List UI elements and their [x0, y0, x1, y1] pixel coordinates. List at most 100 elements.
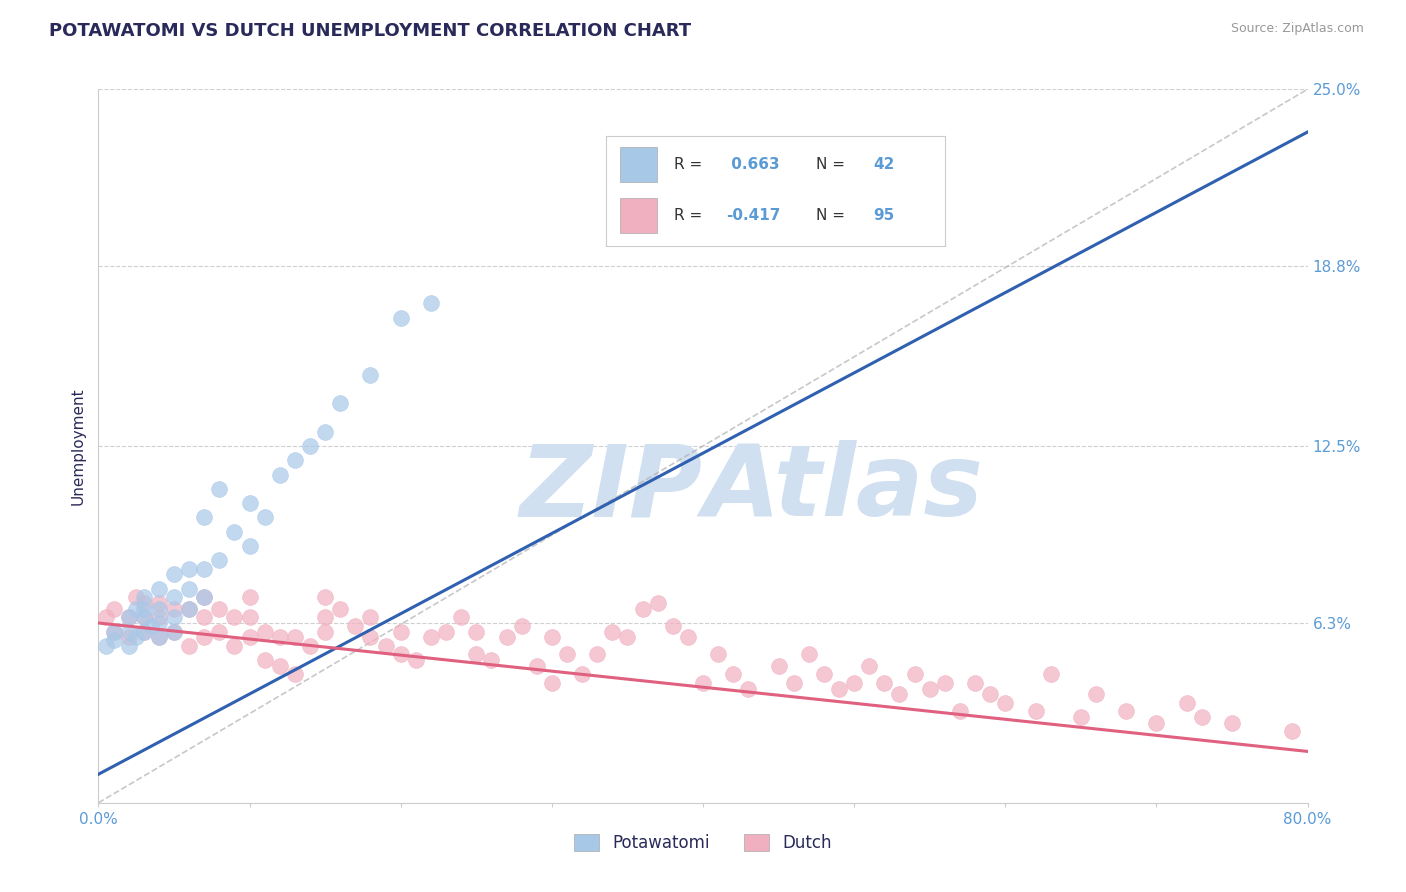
Point [299, 639, 322, 653]
Point [208, 482, 231, 496]
Point [526, 658, 548, 673]
Point [163, 610, 186, 624]
Point [269, 467, 291, 482]
Point [141, 619, 163, 633]
Point [125, 601, 148, 615]
Point [1144, 715, 1167, 730]
Point [299, 439, 322, 453]
Point [179, 582, 201, 596]
Point [148, 630, 170, 644]
Point [314, 425, 336, 439]
Point [224, 524, 246, 539]
Point [103, 601, 125, 615]
Point [269, 630, 291, 644]
Point [1281, 724, 1303, 739]
Point [314, 610, 336, 624]
Point [783, 676, 806, 690]
Point [360, 610, 382, 624]
Point [103, 624, 125, 639]
Point [239, 630, 262, 644]
Point [1220, 715, 1243, 730]
Point [540, 630, 562, 644]
Point [344, 619, 367, 633]
Point [979, 687, 1001, 701]
Point [163, 601, 186, 615]
Point [179, 639, 201, 653]
Point [949, 705, 972, 719]
Point [1085, 687, 1108, 701]
Point [555, 648, 578, 662]
Point [918, 681, 941, 696]
Point [768, 658, 790, 673]
Point [148, 596, 170, 610]
Point [389, 648, 412, 662]
Point [148, 630, 170, 644]
Point [934, 676, 956, 690]
Point [389, 624, 412, 639]
Text: POTAWATOMI VS DUTCH UNEMPLOYMENT CORRELATION CHART: POTAWATOMI VS DUTCH UNEMPLOYMENT CORRELA… [49, 22, 692, 40]
Point [148, 582, 170, 596]
Point [239, 496, 262, 510]
Point [253, 510, 276, 524]
Point [179, 562, 201, 576]
Point [465, 648, 488, 662]
Point [193, 610, 215, 624]
Point [118, 610, 141, 624]
Point [586, 648, 609, 662]
Point [1070, 710, 1092, 724]
Point [374, 639, 396, 653]
Point [193, 591, 215, 605]
Point [314, 591, 336, 605]
Point [813, 667, 835, 681]
Point [737, 681, 759, 696]
Point [208, 624, 231, 639]
Point [389, 310, 412, 325]
Point [132, 601, 155, 615]
Point [208, 553, 231, 567]
Point [329, 396, 352, 410]
Point [118, 639, 141, 653]
Point [707, 648, 730, 662]
Point [118, 624, 141, 639]
Point [118, 610, 141, 624]
Point [647, 596, 669, 610]
Point [616, 630, 638, 644]
Point [434, 624, 457, 639]
Point [103, 624, 125, 639]
Point [132, 591, 155, 605]
Point [193, 630, 215, 644]
Point [873, 676, 896, 690]
Point [132, 624, 155, 639]
Point [163, 624, 186, 639]
Y-axis label: Unemployment: Unemployment [70, 387, 86, 505]
Point [103, 633, 125, 648]
Point [179, 601, 201, 615]
Point [420, 630, 443, 644]
Point [360, 368, 382, 382]
Text: ZIP: ZIP [520, 441, 703, 537]
Point [224, 610, 246, 624]
Legend: Potawatomi, Dutch: Potawatomi, Dutch [568, 827, 838, 859]
Point [284, 453, 307, 467]
Point [676, 630, 699, 644]
Point [132, 624, 155, 639]
Point [420, 296, 443, 310]
Point [94, 639, 117, 653]
Point [239, 610, 262, 624]
Point [481, 653, 503, 667]
Point [616, 68, 638, 82]
Point [125, 591, 148, 605]
Point [163, 624, 186, 639]
Point [148, 601, 170, 615]
Point [163, 567, 186, 582]
Point [239, 591, 262, 605]
Point [329, 601, 352, 615]
Point [994, 696, 1017, 710]
Point [1115, 705, 1137, 719]
Point [540, 676, 562, 690]
Point [465, 624, 488, 639]
Point [858, 658, 880, 673]
Point [797, 648, 820, 662]
Point [661, 619, 683, 633]
Point [889, 687, 911, 701]
